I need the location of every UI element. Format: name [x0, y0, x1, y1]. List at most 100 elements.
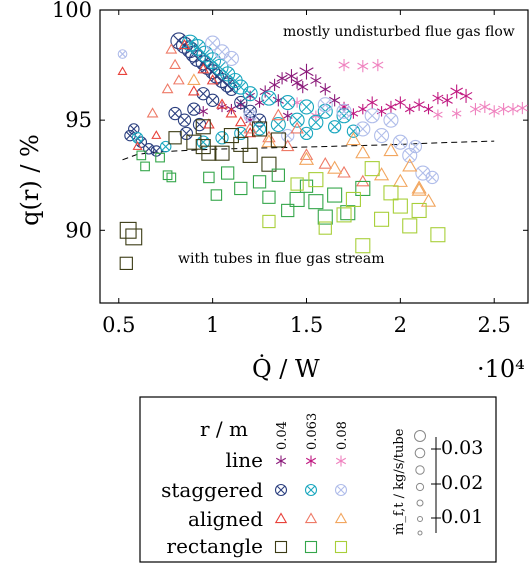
- legend-marker-rectangle-0: [274, 540, 288, 554]
- staggered-point-r0.04: [205, 93, 220, 107]
- aligned-point-r0.04: [178, 38, 191, 50]
- line-point-r0.04: [291, 76, 303, 89]
- size-tick-0.02: 0.02: [441, 472, 483, 494]
- line-point-r0.063: [450, 84, 464, 99]
- line-point-r0.04: [310, 74, 322, 87]
- aligned-point-r0.08: [345, 131, 362, 146]
- size-tick-0.03: 0.03: [441, 437, 483, 459]
- aligned-point-r0.04: [151, 130, 162, 139]
- staggered-point-r0.063: [327, 120, 342, 134]
- rectangle-point-r0.08: [345, 191, 361, 208]
- y-tick-label: 90: [65, 218, 92, 242]
- aligned-point-r0.08: [355, 145, 371, 159]
- size-scale-circle: [417, 530, 423, 536]
- rectangle-point-r0.08: [411, 202, 427, 219]
- line-point-r0.04: [245, 90, 255, 102]
- rectangle-point-r0.063: [271, 168, 285, 182]
- aligned-point-r0.08: [187, 73, 201, 86]
- staggered-point-r0.063: [336, 108, 352, 124]
- line-point-r0.08: [507, 103, 519, 116]
- rectangle-point-r0.08: [318, 221, 332, 235]
- x-tick-label: 1: [206, 313, 219, 337]
- rectangle-point-r0.04: [233, 136, 249, 152]
- rectangle-point-r0.063: [355, 180, 371, 196]
- staggered-point-r0.08: [117, 49, 128, 59]
- legend-marker-aligned-1: [304, 512, 318, 524]
- rectangle-point-r0.04: [119, 221, 137, 239]
- legend: r / m 0.04 0.063 0.08 line staggered ali…: [139, 396, 497, 563]
- staggered-point-r0.063: [280, 94, 296, 111]
- aligned-point-r0.063: [146, 107, 159, 118]
- line-point-r0.063: [385, 100, 397, 114]
- legend-marker-staggered-1: [304, 483, 318, 497]
- line-point-r0.04: [299, 63, 314, 80]
- staggered-point-r0.08: [214, 44, 230, 60]
- rectangle-point-r0.063: [317, 209, 333, 225]
- size-scale-circle: [415, 482, 425, 492]
- legend-r-0.08: 0.08: [335, 421, 350, 450]
- staggered-point-r0.08: [223, 50, 239, 67]
- aligned-point-r0.08: [392, 173, 408, 187]
- staggered-point-r0.08: [336, 103, 352, 119]
- line-point-r0.08: [433, 109, 443, 120]
- size-scale-circle: [414, 430, 426, 442]
- size-scale-circle: [414, 447, 426, 459]
- rectangle-point-r0.063: [281, 203, 295, 218]
- aligned-point-r0.063: [356, 174, 370, 187]
- line-point-r0.063: [459, 88, 473, 103]
- rectangle-point-r0.063: [289, 191, 305, 208]
- line-point-r0.04: [319, 83, 331, 96]
- line-point-r0.08: [357, 60, 369, 73]
- aligned-point-r0.063: [299, 148, 314, 160]
- rectangle-point-r0.08: [374, 211, 390, 227]
- size-scale-circle: [415, 465, 425, 475]
- aligned-point-r0.04: [197, 63, 210, 74]
- line-point-r0.04: [297, 81, 309, 94]
- y-tick-label: 100: [52, 0, 92, 22]
- staggered-point-r0.04: [243, 104, 257, 118]
- legend-marker-aligned-0: [274, 512, 288, 524]
- staggered-point-r0.063: [308, 114, 324, 130]
- staggered-point-r0.08: [408, 139, 423, 154]
- staggered-point-r0.063: [289, 112, 305, 128]
- x-tick-label: 1.5: [290, 313, 323, 337]
- rectangle-point-r0.04: [168, 131, 182, 145]
- rectangle-point-r0.063: [140, 161, 150, 172]
- staggered-point-r0.063: [261, 90, 277, 106]
- aligned-point-r0.08: [411, 182, 427, 196]
- aligned-point-r0.08: [383, 142, 399, 157]
- aligned-point-r0.08: [373, 167, 390, 181]
- aligned-point-r0.08: [298, 151, 315, 165]
- aligned-point-r0.04: [117, 66, 128, 76]
- staggered-point-r0.08: [392, 134, 408, 150]
- staggered-point-r0.063: [298, 99, 315, 115]
- line-point-r0.04: [259, 85, 271, 98]
- line-point-r0.063: [376, 106, 387, 117]
- line-point-r0.08: [498, 103, 510, 116]
- line-point-r0.063: [423, 103, 434, 115]
- rectangle-point-r0.04: [270, 132, 286, 148]
- legend-marker-line-0: [275, 455, 287, 467]
- rectangle-point-r0.08: [392, 198, 408, 214]
- line-point-r0.08: [451, 108, 462, 119]
- line-point-r0.08: [488, 105, 500, 118]
- rectangle-point-r0.04: [214, 145, 230, 161]
- size-scale-markers: [414, 430, 441, 536]
- rectangle-point-r0.04: [223, 128, 239, 144]
- staggered-point-r0.04: [224, 82, 239, 96]
- aligned-point-r0.063: [165, 43, 178, 54]
- staggered-point-r0.063: [159, 140, 172, 153]
- rectangle-point-r0.08: [364, 161, 380, 177]
- staggered-point-r0.08: [425, 170, 439, 185]
- legend-r-0.04: 0.04: [275, 421, 290, 450]
- rectangle-point-r0.04: [261, 156, 277, 172]
- aligned-point-r0.063: [169, 58, 181, 70]
- staggered-point-r0.063: [270, 117, 286, 133]
- annotation-undisturbed: mostly undisturbed flue gas flow: [283, 24, 515, 40]
- legend-frame: [139, 396, 497, 563]
- rectangle-point-r0.063: [262, 190, 276, 204]
- plot-frame: [99, 9, 529, 304]
- aligned-point-r0.04: [132, 141, 143, 150]
- line-point-r0.063: [404, 103, 415, 115]
